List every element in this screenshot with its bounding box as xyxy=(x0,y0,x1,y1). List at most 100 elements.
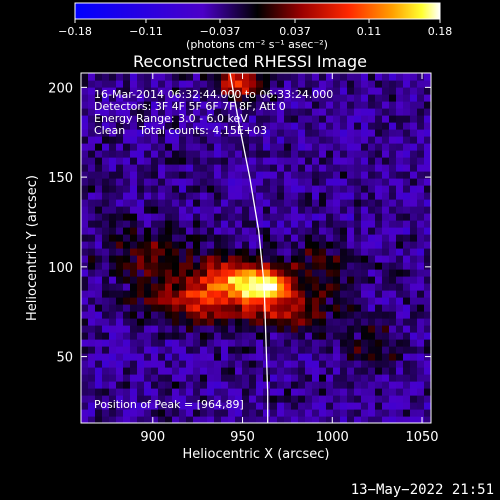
heatmap-cell xyxy=(151,395,159,403)
heatmap-cell xyxy=(144,283,152,291)
heatmap-cell xyxy=(88,325,96,333)
heatmap-cell xyxy=(144,325,152,333)
heatmap-cell xyxy=(158,220,166,228)
heatmap-cell xyxy=(403,136,411,144)
heatmap-cell xyxy=(137,381,145,389)
heatmap-cell xyxy=(249,206,257,214)
heatmap-cell xyxy=(389,94,397,102)
heatmap-cell xyxy=(319,297,327,305)
heatmap-cell xyxy=(382,171,390,179)
heatmap-cell xyxy=(368,94,376,102)
heatmap-cell xyxy=(130,143,138,151)
heatmap-cell xyxy=(298,115,306,123)
heatmap-cell xyxy=(361,206,369,214)
heatmap-cell xyxy=(186,332,194,340)
heatmap-cell xyxy=(193,339,201,347)
heatmap-cell xyxy=(361,220,369,228)
heatmap-cell xyxy=(396,409,404,417)
heatmap-cell xyxy=(123,374,131,382)
heatmap-cell xyxy=(228,108,236,116)
heatmap-cell xyxy=(102,381,110,389)
heatmap-cell xyxy=(158,94,166,102)
heatmap-cell xyxy=(263,108,271,116)
heatmap-cell xyxy=(214,122,222,130)
heatmap-cell xyxy=(361,185,369,193)
heatmap-cell xyxy=(109,129,117,137)
heatmap-cell xyxy=(179,290,187,298)
heatmap-cell xyxy=(431,332,439,340)
heatmap-cell xyxy=(403,94,411,102)
heatmap-cell xyxy=(256,381,264,389)
heatmap-cell xyxy=(102,402,110,410)
heatmap-cell xyxy=(256,395,264,403)
heatmap-cell xyxy=(256,311,264,319)
heatmap-cell xyxy=(228,178,236,186)
heatmap-cell xyxy=(158,255,166,263)
heatmap-cell xyxy=(270,367,278,375)
heatmap-cell xyxy=(326,129,334,137)
heatmap-cell xyxy=(235,255,243,263)
heatmap-cell xyxy=(354,241,362,249)
heatmap-cell xyxy=(179,129,187,137)
heatmap-cell xyxy=(389,150,397,158)
heatmap-cell xyxy=(326,150,334,158)
heatmap-cell xyxy=(207,255,215,263)
heatmap-cell xyxy=(263,402,271,410)
heatmap-cell xyxy=(312,255,320,263)
heatmap-cell xyxy=(403,381,411,389)
heatmap-cell xyxy=(284,108,292,116)
heatmap-cell xyxy=(277,290,285,298)
heatmap-cell xyxy=(284,157,292,165)
heatmap-cell xyxy=(88,199,96,207)
heatmap-cell xyxy=(158,339,166,347)
heatmap-cell xyxy=(319,157,327,165)
heatmap-cell xyxy=(333,185,341,193)
heatmap-cell xyxy=(424,283,431,291)
heatmap-cell xyxy=(424,367,431,375)
heatmap-cell xyxy=(375,206,383,214)
heatmap-cell xyxy=(396,150,404,158)
heatmap-cell xyxy=(158,388,166,396)
heatmap-cell xyxy=(396,416,404,423)
heatmap-cell xyxy=(186,192,194,200)
heatmap-cell xyxy=(200,143,208,151)
heatmap-cell xyxy=(333,150,341,158)
heatmap-cell xyxy=(326,416,334,423)
heatmap-cell xyxy=(88,206,96,214)
heatmap-cell xyxy=(102,416,110,423)
heatmap-cell xyxy=(179,199,187,207)
heatmap-cell xyxy=(88,122,96,130)
heatmap-cell xyxy=(291,87,299,95)
heatmap-cell xyxy=(431,409,439,417)
heatmap-cell xyxy=(263,94,271,102)
heatmap-cell xyxy=(102,290,110,298)
heatmap-cell xyxy=(102,157,110,165)
heatmap-cell xyxy=(158,325,166,333)
heatmap-cell xyxy=(165,381,173,389)
heatmap-cell xyxy=(389,388,397,396)
colorbar-tick-label: 0.11 xyxy=(357,25,382,38)
heatmap-cell xyxy=(396,192,404,200)
heatmap-cell xyxy=(179,283,187,291)
heatmap-cell xyxy=(326,402,334,410)
heatmap-cell xyxy=(333,129,341,137)
heatmap-cell xyxy=(277,346,285,354)
heatmap-cell xyxy=(347,304,355,312)
heatmap-cell xyxy=(277,171,285,179)
heatmap-cell xyxy=(102,178,110,186)
heatmap-cell xyxy=(291,339,299,347)
heatmap-cell xyxy=(186,255,194,263)
heatmap-cell xyxy=(144,136,152,144)
heatmap-cell xyxy=(424,416,431,423)
heatmap-cell xyxy=(298,101,306,109)
heatmap-cell xyxy=(235,311,243,319)
heatmap-cell xyxy=(312,101,320,109)
heatmap-cell xyxy=(81,311,89,319)
heatmap-cell xyxy=(249,171,257,179)
colorbar-tick-label: −0.11 xyxy=(129,25,163,38)
heatmap-cell xyxy=(382,101,390,109)
heatmap-cell xyxy=(235,213,243,221)
heatmap-cell xyxy=(221,157,229,165)
heatmap-cell xyxy=(340,290,348,298)
heatmap-cell xyxy=(172,143,180,151)
